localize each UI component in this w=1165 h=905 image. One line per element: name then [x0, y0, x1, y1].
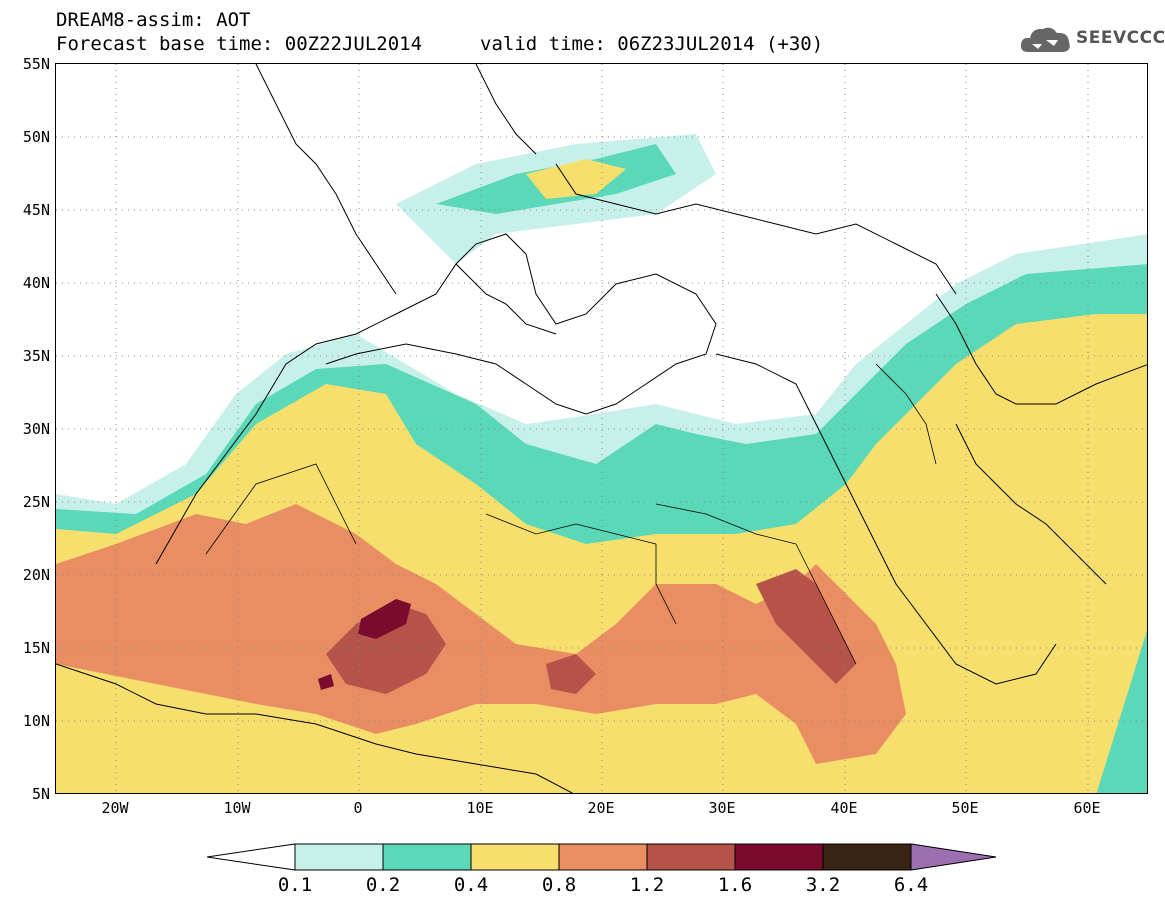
lat-label: 30N — [22, 420, 50, 438]
aot-map — [55, 63, 1148, 794]
colorbar-segment — [734, 843, 824, 871]
valid-time: valid time: 06Z23JUL2014 (+30) — [480, 33, 824, 55]
lon-label: 0 — [353, 799, 363, 817]
map-title: DREAM8-assim: AOT — [56, 9, 251, 31]
colorbar-label: 0.8 — [541, 874, 577, 896]
colorbar — [206, 842, 997, 872]
colorbar-label: 0.1 — [277, 874, 313, 896]
lat-label: 25N — [22, 493, 50, 511]
lon-label: 50E — [951, 799, 979, 817]
lat-label: 10N — [22, 712, 50, 730]
country-borders — [205, 363, 937, 665]
colorbar-label: 0.4 — [453, 874, 489, 896]
lon-label: 10W — [223, 799, 251, 817]
coastlines — [56, 64, 1147, 793]
cloud-icon — [1020, 27, 1070, 52]
colorbar-segment — [822, 843, 912, 871]
lon-label: 20E — [587, 799, 615, 817]
seevccc-logo: SEEVCCC — [1018, 22, 1165, 58]
colorbar-label: 1.2 — [629, 874, 665, 896]
lat-label: 45N — [22, 201, 50, 219]
lon-label: 20W — [101, 799, 129, 817]
colorbar-graphic — [206, 843, 997, 871]
lat-label: 15N — [22, 639, 50, 657]
lon-label: 60E — [1073, 799, 1101, 817]
colorbar-label: 3.2 — [805, 874, 841, 896]
colorbar-label: 6.4 — [893, 874, 929, 896]
colorbar-segment — [646, 843, 736, 871]
colorbar-segment — [382, 843, 472, 871]
colorbar-segment — [206, 843, 296, 871]
lat-label: 55N — [22, 55, 50, 73]
lat-label: 50N — [22, 128, 50, 146]
lon-label: 40E — [830, 799, 858, 817]
colorbar-segment — [470, 843, 560, 871]
colorbar-segment — [910, 843, 997, 871]
lat-label: 5N — [31, 785, 50, 803]
colorbar-label: 1.6 — [717, 874, 753, 896]
colorbar-segment — [294, 843, 384, 871]
colorbar-segment — [558, 843, 648, 871]
lon-label: 10E — [466, 799, 494, 817]
graticule — [56, 64, 1147, 793]
colorbar-label: 0.2 — [365, 874, 401, 896]
forecast-base-time: Forecast base time: 00Z22JUL2014 — [56, 33, 423, 55]
lon-label: 30E — [708, 799, 736, 817]
map-canvas — [56, 64, 1147, 793]
lat-label: 35N — [22, 347, 50, 365]
lat-label: 40N — [22, 274, 50, 292]
aot-1.2-region — [326, 569, 856, 694]
lat-label: 20N — [22, 566, 50, 584]
logo-text: SEEVCCC — [1076, 28, 1165, 48]
aot-1.6-region — [318, 599, 411, 690]
